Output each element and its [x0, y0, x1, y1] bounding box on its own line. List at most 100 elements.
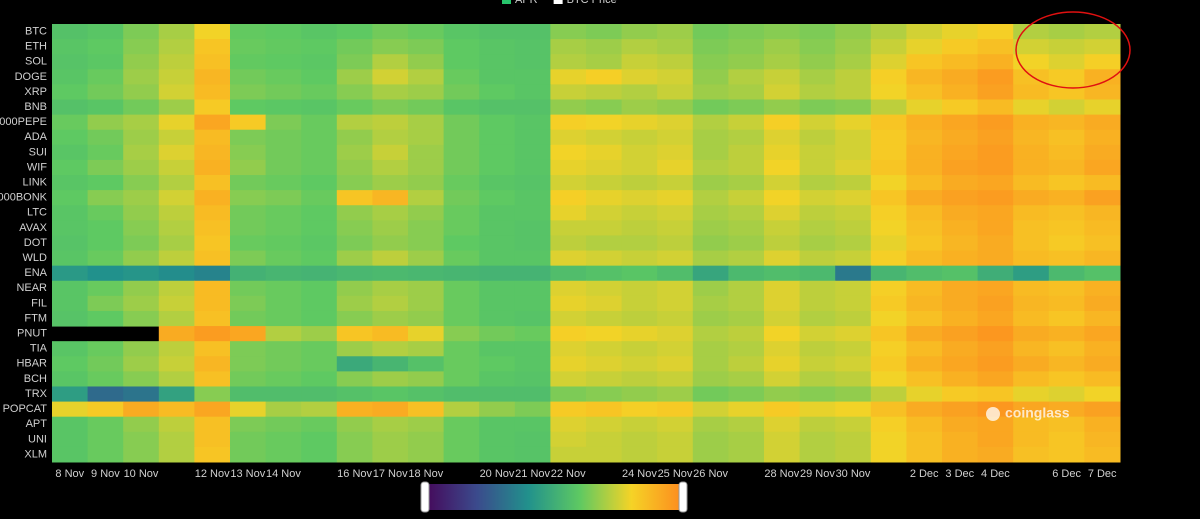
heatmap-cell: [87, 371, 124, 387]
x-tick-label: 30 Nov: [836, 468, 871, 480]
heatmap-cell: [265, 401, 302, 418]
heatmap-cell: [230, 416, 267, 433]
heatmap-cell: [764, 159, 801, 176]
heatmap-cell: [443, 265, 480, 282]
heatmap-cell: [1048, 159, 1085, 176]
heatmap-cell: [870, 69, 907, 85]
heatmap-cell: [230, 84, 267, 101]
heatmap-cell: [194, 144, 231, 161]
heatmap-cell: [52, 69, 89, 85]
heatmap-cell: [728, 310, 765, 327]
heatmap-cell: [479, 39, 516, 55]
heatmap-cell: [1084, 159, 1121, 176]
heatmap-cell: [764, 54, 801, 70]
heatmap-cell: [443, 356, 480, 372]
heatmap-cell: [1084, 371, 1121, 387]
heatmap-cell: [586, 356, 623, 372]
heatmap-cell: [158, 69, 195, 85]
heatmap-cell: [550, 129, 587, 146]
heatmap-cell: [87, 144, 124, 161]
heatmap-cell: [123, 99, 160, 116]
heatmap-cell: [408, 39, 445, 55]
heatmap-cell: [870, 235, 907, 252]
heatmap-cell: [657, 446, 694, 463]
heatmap-cell: [692, 190, 729, 206]
heatmap-cell: [692, 371, 729, 387]
heatmap-cell: [158, 310, 195, 327]
heatmap-cell: [1013, 114, 1050, 131]
heatmap-cell: [479, 265, 516, 282]
heatmap-cell: [372, 280, 409, 297]
heatmap-cell: [372, 69, 409, 85]
heatmap-cell: [799, 446, 836, 463]
heatmap-cell: [194, 114, 231, 131]
heatmap-cell: [301, 416, 338, 433]
heatmap-cell: [443, 24, 480, 40]
heatmap-cell: [835, 144, 872, 161]
heatmap-cell: [336, 310, 373, 327]
heatmap-cell: [514, 401, 551, 418]
heatmap-cell: [657, 310, 694, 327]
heatmap-cell: [194, 431, 231, 448]
heatmap-cell: [194, 190, 231, 206]
heatmap-cell: [336, 144, 373, 161]
heatmap-cell: [52, 356, 89, 372]
heatmap-cell: [764, 144, 801, 161]
heatmap-cell: [443, 371, 480, 387]
heatmap-cell: [977, 220, 1014, 236]
heatmap-cell: [1048, 265, 1085, 282]
heatmap-cell: [514, 39, 551, 55]
heatmap-cell: [657, 205, 694, 221]
heatmap-cell: [408, 401, 445, 418]
heatmap-cell: [158, 99, 195, 116]
heatmap-cell: [550, 24, 587, 40]
heatmap-cell: [52, 310, 89, 327]
colorbar-handle[interactable]: [678, 481, 688, 513]
heatmap-cell: [479, 326, 516, 342]
heatmap-cell: [550, 205, 587, 221]
heatmap-cell: [514, 24, 551, 40]
heatmap-cell: [194, 401, 231, 418]
heatmap-cell: [977, 84, 1014, 101]
heatmap-cell: [870, 401, 907, 418]
heatmap-cell: [52, 144, 89, 161]
colorbar-handle[interactable]: [420, 481, 430, 513]
heatmap-cell: [835, 114, 872, 131]
heatmap-cell: [550, 401, 587, 418]
heatmap-cell: [408, 371, 445, 387]
heatmap-cell: [408, 250, 445, 267]
heatmap-cell: [657, 84, 694, 101]
heatmap-cell: [764, 250, 801, 267]
heatmap-cell: [1013, 431, 1050, 448]
heatmap-cell: [408, 175, 445, 191]
heatmap-cell: [1048, 356, 1085, 372]
heatmap-cell: [443, 144, 480, 161]
heatmap-cell: [870, 371, 907, 387]
heatmap-cell: [906, 401, 943, 418]
heatmap-cell: [1013, 190, 1050, 206]
heatmap-cell: [799, 280, 836, 297]
heatmap-cell: [550, 416, 587, 433]
heatmap-cell: [764, 24, 801, 40]
heatmap-cell: [764, 220, 801, 236]
heatmap-cell: [158, 175, 195, 191]
heatmap-cell: [301, 54, 338, 70]
heatmap-cell: [1013, 39, 1050, 55]
heatmap-cell: [621, 310, 658, 327]
heatmap-cell: [479, 401, 516, 418]
heatmap-cell: [835, 54, 872, 70]
heatmap-cell: [728, 129, 765, 146]
heatmap-cell: [942, 220, 979, 236]
heatmap-cell: [158, 159, 195, 176]
heatmap-cell: [265, 84, 302, 101]
heatmap-cell: [1048, 326, 1085, 342]
heatmap-cell: [799, 129, 836, 146]
heatmap-cell: [87, 84, 124, 101]
heatmap-cell: [657, 295, 694, 312]
heatmap-cell: [194, 265, 231, 282]
heatmap-cell: [230, 190, 267, 206]
heatmap-cell: [372, 250, 409, 267]
heatmap-cell: [1013, 310, 1050, 327]
heatmap-cell: [942, 144, 979, 161]
heatmap-cell: [514, 295, 551, 312]
